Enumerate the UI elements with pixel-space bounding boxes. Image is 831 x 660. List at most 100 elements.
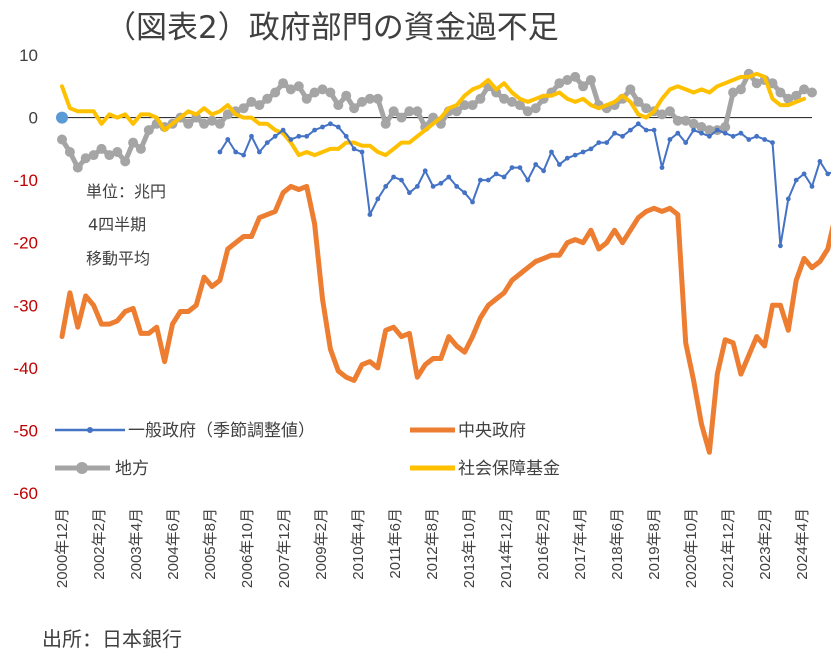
series-point-general (359, 149, 365, 155)
legend: 一般政府（季節調整値） 中央政府 地方 社会保障基金 (55, 421, 560, 479)
legend-item-local: 地方 (55, 459, 149, 479)
series-point-general (825, 171, 831, 177)
series-point-general (304, 133, 310, 139)
series-point-general (422, 168, 428, 174)
x-tick-label: 2009年2月 (313, 508, 330, 580)
x-tick-label: 2002年2月 (91, 508, 108, 580)
legend-label-general: 一般政府（季節調整値） (128, 421, 315, 441)
series-point-general (343, 133, 349, 139)
series-point-general (557, 162, 562, 167)
series-point-general (762, 137, 767, 142)
x-tick-label: 2012年8月 (424, 508, 441, 580)
series-point-general (225, 137, 231, 142)
series-point-local (704, 125, 715, 136)
series-point-general (628, 127, 633, 133)
x-tick-label: 2011年6月 (387, 508, 404, 579)
series-point-local (633, 96, 644, 107)
series-point-local (499, 93, 510, 104)
series-point-local (657, 109, 667, 120)
series-point-local (522, 106, 533, 117)
series-point-local (680, 115, 691, 126)
series-point-general (793, 177, 799, 183)
series-point-general (683, 140, 689, 146)
series-point-local (214, 118, 225, 129)
series-point-local (380, 118, 391, 129)
series-point-general (643, 127, 649, 133)
y-tick-label: 0 (29, 109, 38, 128)
series-point-local (751, 78, 762, 89)
series-point-general (241, 152, 247, 158)
series-point-general (335, 124, 341, 130)
series-point-local (285, 84, 296, 95)
y-tick-label: -50 (13, 421, 38, 440)
series-point-local (364, 93, 375, 104)
series-point-local (388, 106, 399, 117)
source-note: 出所：日本銀行 (42, 627, 182, 651)
series-point-general (462, 190, 467, 196)
series-point-local (96, 143, 107, 154)
series-point-general (367, 212, 373, 218)
series-point-local (735, 84, 746, 95)
series-point-general (493, 171, 499, 177)
series-point-general (572, 152, 578, 158)
series-point-general (485, 177, 491, 183)
series-point-local (467, 100, 478, 111)
series-point-local (135, 143, 146, 154)
series-point-general (651, 127, 657, 133)
series-point-local (72, 162, 83, 173)
series-point-general (478, 177, 483, 183)
series-point-local (728, 87, 739, 98)
series-point-local (404, 106, 415, 117)
series-point-general (817, 159, 823, 164)
series-point-general (438, 180, 444, 186)
series-point-general (399, 177, 404, 183)
series-point-local (514, 100, 525, 111)
series-point-general (217, 149, 223, 155)
series-point-local (301, 93, 312, 104)
series-point-general (312, 127, 317, 133)
series-point-local (775, 87, 786, 98)
legend-label-local: 地方 (115, 459, 149, 479)
y-tick-label: -60 (13, 484, 38, 503)
series-point-general (430, 184, 436, 189)
series-point-general (699, 130, 704, 136)
chart-title: （図表2）政府部門の資金過不足 (105, 10, 559, 46)
series-point-local (80, 153, 91, 164)
series-point-local (183, 118, 194, 129)
series-point-general (675, 130, 681, 136)
series-point-local (341, 90, 352, 101)
series-point-local (767, 78, 778, 89)
series-point-general (351, 146, 357, 152)
series-point-local (333, 100, 344, 111)
series-point-general (809, 184, 815, 189)
series-point-local (530, 103, 541, 114)
series-point-general (588, 146, 594, 152)
x-tick-label: 2016年2月 (535, 508, 552, 580)
series-point-general (612, 130, 617, 136)
x-tick-label: 2003年4月 (128, 508, 145, 580)
series-point-local (641, 103, 652, 114)
series-point-local (357, 96, 367, 107)
series-point-general (801, 171, 807, 177)
series-point-general (691, 127, 696, 133)
series-point-general (391, 174, 396, 180)
legend-item-social: 社会保障基金 (410, 459, 560, 479)
legend-label-social: 社会保障基金 (458, 459, 560, 479)
y-tick-label: -30 (13, 296, 38, 315)
series-point-general (746, 137, 752, 142)
series-point-general (564, 155, 570, 161)
series-point-general (667, 137, 673, 142)
legend-marker-local (76, 462, 88, 474)
series-line-social (60, 71, 807, 158)
x-tick-label: 2024年4月 (794, 508, 811, 580)
series-point-general (257, 149, 262, 155)
series-point-local (349, 103, 360, 114)
series-point-general (288, 137, 294, 142)
series-point-local (554, 78, 565, 89)
series-point-general (454, 184, 460, 189)
series-point-general (446, 174, 452, 180)
series-point-general (383, 184, 389, 189)
series-point-local (625, 84, 636, 95)
x-tick-label: 2006年10月 (239, 508, 256, 588)
